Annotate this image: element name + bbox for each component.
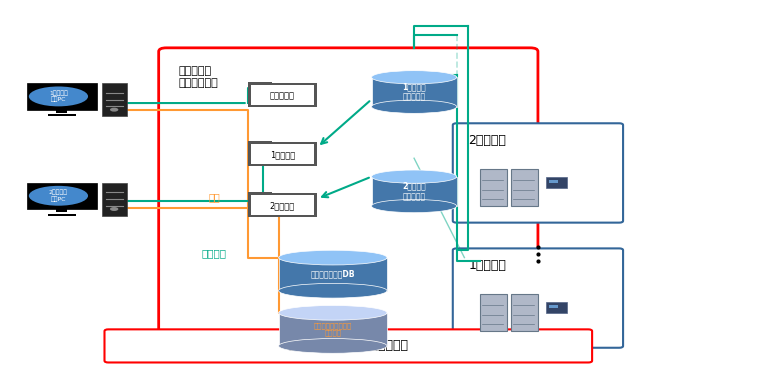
- Bar: [248, 83, 317, 107]
- Bar: [372, 177, 457, 206]
- FancyBboxPatch shape: [453, 248, 623, 348]
- Text: 1号ライン: 1号ライン: [270, 150, 295, 159]
- Bar: [251, 144, 314, 164]
- Bar: [546, 302, 567, 313]
- Text: 該当工場の機器番号
テーブル: 該当工場の機器番号 テーブル: [313, 322, 352, 336]
- Ellipse shape: [29, 186, 88, 206]
- Ellipse shape: [279, 339, 387, 353]
- Bar: [27, 83, 97, 110]
- Bar: [480, 169, 507, 206]
- Bar: [248, 142, 317, 166]
- Text: 該当工場の実績DB: 該当工場の実績DB: [310, 270, 355, 279]
- Ellipse shape: [29, 86, 88, 106]
- FancyBboxPatch shape: [104, 329, 592, 362]
- Text: 拠点ごとのメインサーバで上記構成: 拠点ごとのメインサーバで上記構成: [288, 339, 409, 353]
- Circle shape: [110, 207, 118, 211]
- Ellipse shape: [372, 100, 457, 113]
- Bar: [372, 77, 457, 107]
- Bar: [279, 258, 387, 291]
- Text: 設備データ: 設備データ: [270, 91, 295, 100]
- FancyBboxPatch shape: [453, 123, 623, 223]
- Ellipse shape: [372, 170, 457, 183]
- Text: 1号ライン: 1号ライン: [468, 259, 506, 272]
- Bar: [27, 183, 97, 209]
- Bar: [48, 214, 76, 216]
- Bar: [511, 169, 538, 206]
- Text: 該当工場の
メインサーバ: 該当工場の メインサーバ: [178, 66, 217, 88]
- Text: 1号ライン
実績データ: 1号ライン 実績データ: [402, 82, 426, 102]
- Text: 参照: 参照: [209, 192, 221, 202]
- Circle shape: [110, 108, 118, 112]
- Text: 2号ライン
管理PC: 2号ライン 管理PC: [49, 190, 68, 202]
- Bar: [101, 183, 127, 216]
- Text: 1号ライン
管理PC: 1号ライン 管理PC: [49, 91, 68, 102]
- Bar: [248, 192, 272, 197]
- Text: 実績取得: 実績取得: [201, 248, 226, 258]
- Bar: [549, 305, 558, 308]
- Bar: [251, 195, 314, 215]
- Bar: [248, 82, 272, 86]
- Bar: [549, 180, 558, 183]
- Ellipse shape: [279, 250, 387, 265]
- Bar: [251, 85, 314, 105]
- Ellipse shape: [372, 199, 457, 213]
- Ellipse shape: [279, 283, 387, 298]
- Bar: [480, 294, 507, 331]
- Bar: [57, 108, 67, 113]
- Bar: [48, 114, 76, 116]
- Bar: [101, 83, 127, 116]
- Ellipse shape: [279, 305, 387, 320]
- Bar: [279, 313, 387, 346]
- Bar: [248, 141, 272, 145]
- Text: 2号ライン: 2号ライン: [468, 134, 506, 147]
- Bar: [57, 208, 67, 212]
- Text: 2号ライン
実績データ: 2号ライン 実績データ: [402, 182, 426, 201]
- Text: 2号ライン: 2号ライン: [270, 202, 295, 210]
- Bar: [511, 294, 538, 331]
- Bar: [546, 177, 567, 188]
- Bar: [248, 193, 317, 217]
- Ellipse shape: [372, 71, 457, 84]
